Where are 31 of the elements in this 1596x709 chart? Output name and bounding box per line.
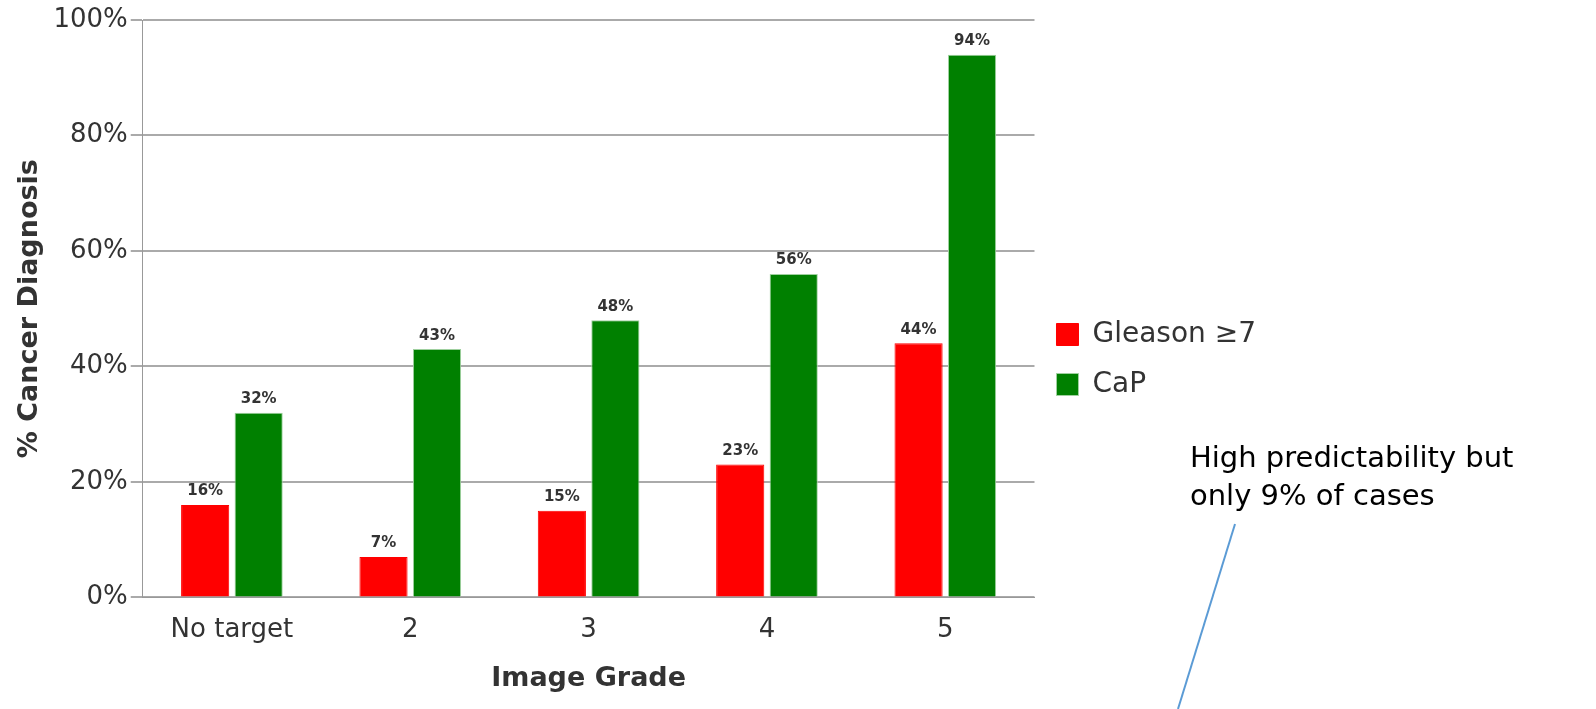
data-label: 56%	[775, 250, 812, 269]
x-axis-title: Image Grade	[491, 660, 687, 692]
y-axis-title: % Cancer Diagnosis	[12, 159, 44, 459]
legend-label: CaP	[1092, 365, 1147, 399]
x-tick-label: 4	[758, 612, 776, 643]
data-label: 44%	[900, 319, 937, 338]
data-label: 94%	[954, 31, 991, 50]
data-label: 15%	[543, 487, 580, 506]
bar	[537, 510, 586, 597]
data-label: 48%	[597, 296, 634, 315]
text: High predictability but only 9% of cases	[1190, 439, 1515, 514]
data-label: 23%	[722, 440, 759, 459]
x-tick-label: 3	[580, 612, 597, 643]
x-tick-label: 2	[401, 612, 419, 643]
x-tick-label: No target	[170, 612, 294, 643]
legend-label: Gleason ≥7	[1092, 315, 1257, 349]
y-tick-label: 40%	[69, 349, 128, 380]
y-tick-label: 0%	[86, 580, 128, 611]
data-label: 7%	[370, 533, 397, 552]
bar	[894, 343, 943, 597]
y-tick-label: 100%	[53, 2, 128, 33]
y-tick-label: 80%	[69, 118, 128, 149]
data-label: 43%	[419, 325, 455, 344]
x-tick-label: 5	[937, 612, 954, 643]
data-label: 16%	[187, 481, 224, 500]
data-label: 32%	[240, 389, 277, 408]
y-tick-label: 60%	[69, 233, 128, 264]
y-tick-label: 20%	[69, 464, 128, 495]
bar	[181, 505, 230, 597]
bar	[359, 556, 408, 597]
bar	[716, 464, 765, 597]
